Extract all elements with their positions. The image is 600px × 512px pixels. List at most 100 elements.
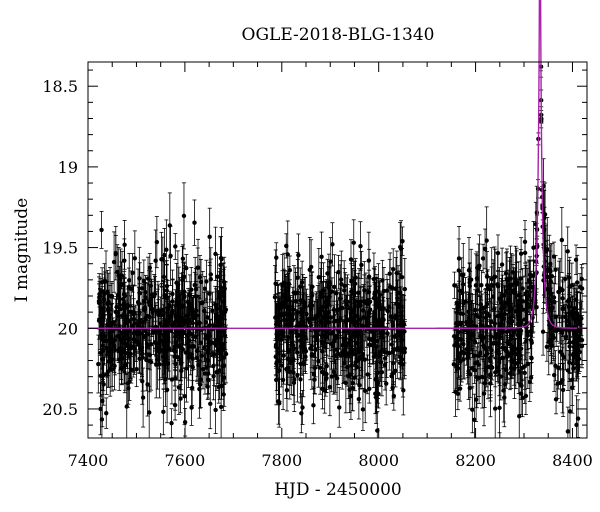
data-point <box>105 281 110 327</box>
data-point <box>183 299 188 346</box>
data-point <box>189 389 194 426</box>
data-point <box>463 277 468 326</box>
data-point <box>208 258 214 300</box>
data-point <box>154 331 159 357</box>
data-point <box>154 216 160 269</box>
data-point <box>169 408 174 438</box>
x-tick-label: 7400 <box>68 451 109 470</box>
data-point <box>339 250 344 318</box>
data-point <box>452 271 457 299</box>
data-point <box>351 219 356 267</box>
data-point <box>165 322 170 360</box>
data-point <box>391 381 397 411</box>
data-point <box>324 302 329 339</box>
data-point <box>454 283 459 323</box>
data-point <box>524 261 530 323</box>
data-point <box>487 338 493 379</box>
data-point <box>119 250 125 319</box>
data-point <box>334 355 340 401</box>
data-point <box>322 367 327 414</box>
data-point <box>156 284 161 346</box>
data-point <box>128 312 134 381</box>
data-point <box>160 236 166 282</box>
data-point <box>337 387 342 428</box>
data-point <box>459 321 465 383</box>
data-point <box>145 352 150 417</box>
y-axis-label: I magnitude <box>12 198 32 302</box>
data-point <box>516 282 522 308</box>
data-point <box>327 358 333 417</box>
data-point <box>500 317 505 345</box>
data-point <box>335 304 340 337</box>
data-point <box>362 261 367 320</box>
data-point <box>96 301 102 340</box>
model-curve <box>88 0 587 329</box>
x-tick-label: 8400 <box>552 451 593 470</box>
data-point <box>137 283 142 342</box>
data-point <box>324 318 329 356</box>
data-point <box>401 365 406 416</box>
data-point <box>366 248 372 305</box>
data-point <box>102 277 107 322</box>
data-point <box>484 321 489 388</box>
data-point <box>127 362 132 401</box>
data-point <box>299 393 304 434</box>
data-point <box>180 292 185 344</box>
data-point <box>492 307 498 340</box>
data-point <box>455 336 461 401</box>
data-point <box>517 357 523 385</box>
data-point <box>387 258 392 289</box>
data-point <box>128 270 134 308</box>
data-point <box>560 362 566 417</box>
data-point <box>577 301 582 339</box>
data-point <box>207 312 212 355</box>
data-point <box>143 274 148 310</box>
data-point <box>328 315 334 352</box>
data-point <box>285 358 290 386</box>
data-point <box>329 277 335 306</box>
data-point <box>470 386 475 434</box>
data-point <box>140 357 145 405</box>
data-point <box>195 323 200 377</box>
data-point <box>514 250 519 319</box>
data-point <box>492 248 498 305</box>
data-point <box>187 274 193 316</box>
data-point <box>473 350 478 377</box>
data-point <box>498 352 504 401</box>
data-point <box>207 207 212 266</box>
data-point <box>456 337 461 379</box>
data-point <box>125 288 131 323</box>
data-point <box>560 346 565 414</box>
data-point <box>367 374 372 404</box>
plot-frame <box>87 61 588 439</box>
data-point <box>290 312 296 378</box>
data-point <box>139 291 145 352</box>
data-point <box>482 228 488 270</box>
data-point <box>176 359 182 415</box>
data-point <box>358 221 363 272</box>
data-point <box>161 388 166 436</box>
data-point <box>276 283 281 336</box>
data-point <box>162 326 167 385</box>
data-point <box>540 307 546 356</box>
data-point <box>202 333 207 363</box>
data-point <box>310 271 315 302</box>
data-point <box>579 323 585 369</box>
axis-ticks: 7400 7600 7800 8000 8200 8400 18.5 19 19.5 20 20.5 <box>42 62 593 470</box>
data-point <box>122 276 127 332</box>
data-point <box>134 351 139 388</box>
data-point <box>500 325 506 370</box>
data-point <box>474 254 480 281</box>
data-point <box>522 220 528 264</box>
data-point <box>393 257 399 320</box>
data-point <box>295 305 301 364</box>
data-point <box>162 261 167 329</box>
data-point <box>459 257 464 292</box>
data-point <box>105 355 111 388</box>
data-point <box>482 358 487 408</box>
y-tick-label: 19 <box>58 158 78 177</box>
data-point <box>118 331 124 380</box>
data-point <box>279 324 284 355</box>
data-point <box>190 297 195 325</box>
data-point <box>551 241 557 272</box>
